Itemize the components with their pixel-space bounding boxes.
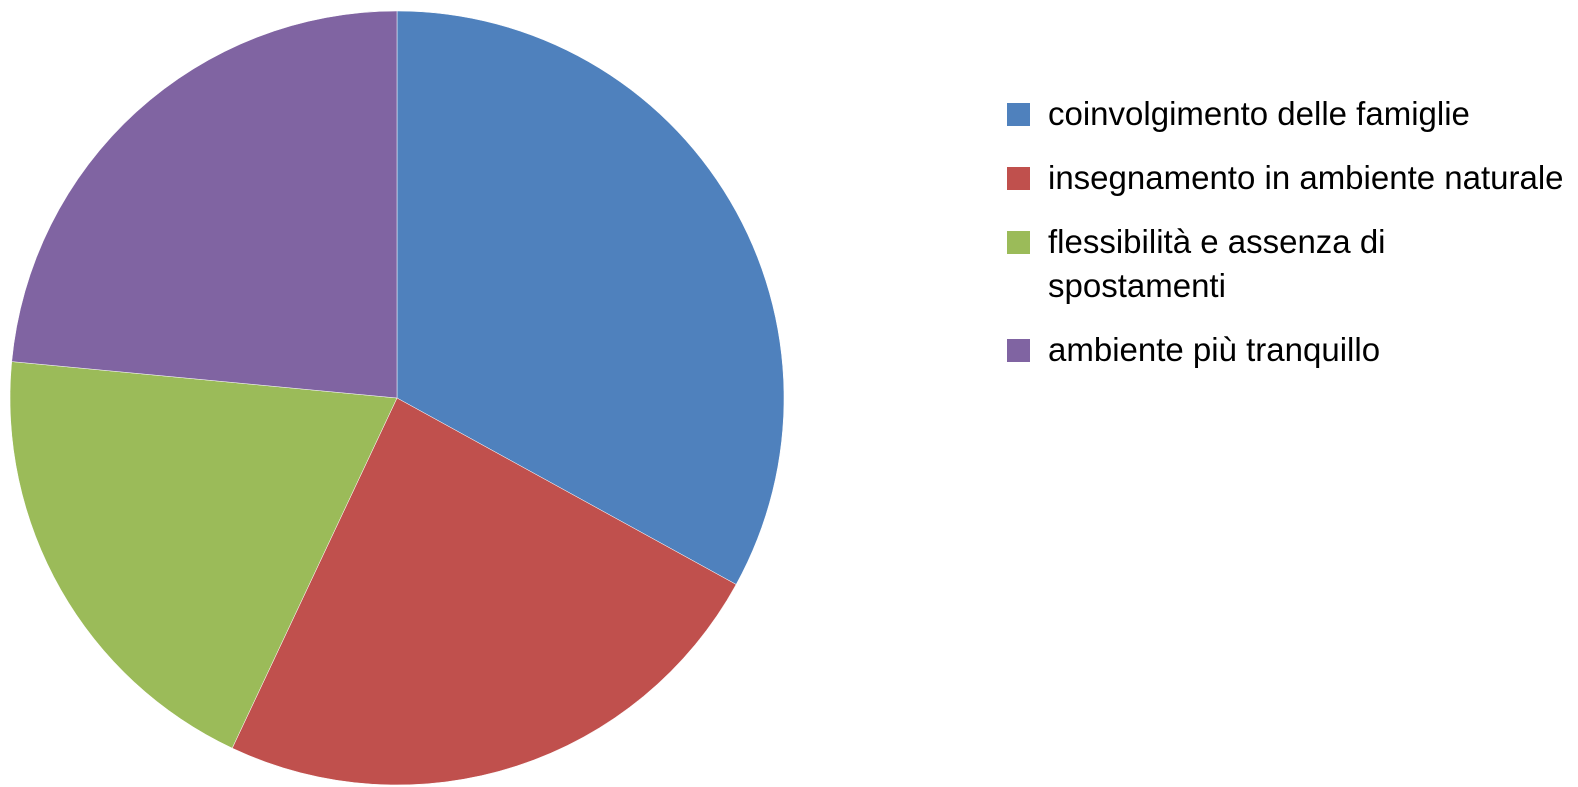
legend-label: insegnamento in ambiente naturale bbox=[1048, 159, 1564, 196]
legend-item: coinvolgimento delle famiglie bbox=[1007, 92, 1567, 136]
legend-swatch bbox=[1007, 103, 1030, 126]
pie-slice bbox=[9, 361, 398, 749]
legend-swatch bbox=[1007, 231, 1030, 254]
chart-legend: coinvolgimento delle famiglie insegnamen… bbox=[1007, 92, 1567, 392]
pie-slice bbox=[231, 397, 737, 786]
legend-item: ambiente più tranquillo bbox=[1007, 328, 1567, 372]
legend-label: ambiente più tranquillo bbox=[1048, 331, 1381, 368]
legend-item: insegnamento in ambiente naturale bbox=[1007, 156, 1567, 200]
legend-item: flessibilità e assenza di spostamenti bbox=[1007, 220, 1567, 308]
legend-swatch bbox=[1007, 167, 1030, 190]
pie-slice bbox=[396, 10, 785, 585]
legend-label: flessibilità e assenza di spostamenti bbox=[1048, 223, 1386, 304]
legend-swatch bbox=[1007, 339, 1030, 362]
legend-label: coinvolgimento delle famiglie bbox=[1048, 95, 1470, 132]
pie-slice bbox=[11, 10, 398, 399]
